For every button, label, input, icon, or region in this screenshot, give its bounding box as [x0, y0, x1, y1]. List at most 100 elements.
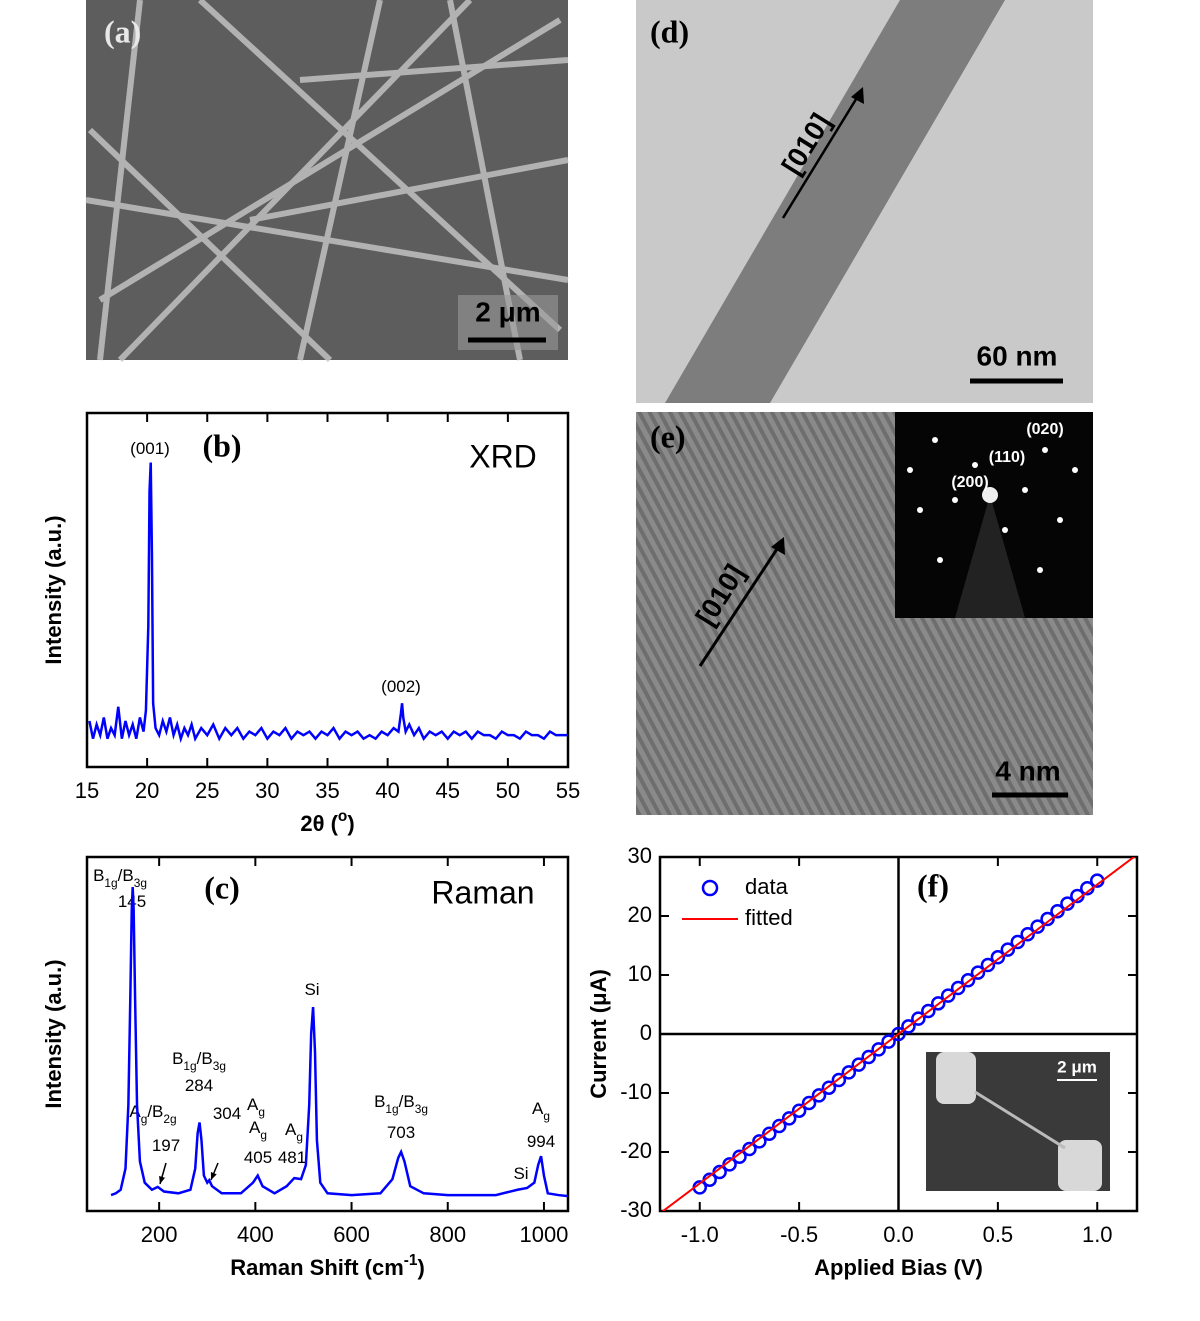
annotation-part: A	[129, 1102, 141, 1121]
data-point	[931, 996, 946, 1011]
annotation: Ag	[532, 1099, 550, 1123]
data-point	[940, 988, 956, 1003]
data-point	[781, 1111, 797, 1126]
annotation: Si	[513, 1164, 528, 1183]
annotation-part: /B	[147, 1102, 163, 1121]
data-point	[732, 1149, 747, 1164]
annotation: B1g/B3g	[374, 1092, 428, 1116]
data-line	[661, 857, 1136, 1211]
data-point	[1050, 904, 1065, 919]
annotation-part: 284	[185, 1076, 213, 1095]
x-tick-label: 35	[315, 778, 339, 803]
x-tick-label: -0.5	[780, 1222, 818, 1247]
annotation-part: /B	[197, 1049, 213, 1068]
panel-label: (e)	[650, 418, 686, 454]
data-point	[891, 1026, 906, 1042]
data-point	[950, 980, 966, 996]
annotation-part: (001)	[130, 439, 170, 458]
annotation: 284	[185, 1076, 213, 1095]
annotation-part: (002)	[381, 677, 421, 696]
annotation: B1g/B3g	[172, 1049, 226, 1073]
panel-label: (f)	[917, 867, 949, 903]
tem-image	[636, 0, 1093, 403]
annotation-part: A	[247, 1095, 259, 1114]
iv-inset-image	[926, 1052, 1110, 1191]
data-point	[831, 1072, 847, 1088]
data-point	[1040, 911, 1055, 927]
x-tick-label: 25	[195, 778, 219, 803]
y-tick-label: 30	[628, 843, 652, 868]
annotation-part: 304	[213, 1104, 241, 1123]
data-point	[851, 1057, 866, 1072]
x-tick-label: 1.0	[1082, 1222, 1113, 1247]
data-point	[871, 1042, 886, 1057]
annotation: 994	[527, 1132, 555, 1151]
data-point	[861, 1049, 876, 1065]
annotation-part: B	[374, 1092, 385, 1111]
diffraction-label: (110)	[989, 449, 1025, 466]
y-tick-label: -30	[620, 1197, 652, 1222]
sem-image	[85, 0, 569, 363]
data-line	[88, 462, 568, 744]
annotation-part: 1g	[385, 1102, 398, 1116]
x-tick-label: 55	[556, 778, 580, 803]
data-point	[1000, 942, 1016, 957]
hrtem-image	[636, 412, 1093, 815]
data-point	[990, 950, 1006, 965]
x-tick-label: 20	[135, 778, 159, 803]
x-tick-label: 600	[333, 1222, 370, 1247]
annotation-part: /B	[118, 866, 134, 885]
annotation-part: 703	[387, 1123, 415, 1142]
x-axis-label-part: Raman Shift (cm	[230, 1255, 404, 1280]
x-axis-label-part: 2θ (	[300, 811, 338, 836]
chart-title: XRD	[469, 438, 537, 474]
annotation-part: A	[249, 1118, 261, 1137]
annotation-part: 994	[527, 1132, 555, 1151]
annotation: (001)	[130, 439, 170, 458]
data-point	[772, 1118, 787, 1134]
annotation: Ag	[249, 1118, 267, 1142]
y-tick-label: -10	[620, 1079, 652, 1104]
y-axis-label: Current (μA)	[586, 969, 611, 1099]
y-tick-label: 10	[628, 961, 652, 986]
y-axis-label: Intensity (a.u.)	[41, 515, 66, 664]
data-point	[980, 957, 996, 973]
scale-bar-label: 60 nm	[977, 340, 1058, 371]
annotation: 304	[213, 1104, 241, 1123]
x-axis-label-part: )	[347, 811, 354, 836]
annotation: Ag	[247, 1095, 265, 1119]
x-tick-label: 0.0	[883, 1222, 914, 1247]
annotation-part: 197	[152, 1136, 180, 1155]
panel-label: (d)	[650, 13, 689, 49]
data-point	[1010, 934, 1025, 950]
annotation-part: g	[543, 1109, 550, 1123]
annotation: 197	[152, 1136, 180, 1155]
data-point	[841, 1065, 857, 1080]
annotation-part: 1g	[104, 876, 117, 890]
annotation-part: g	[260, 1128, 267, 1142]
annotation-part: 481	[278, 1148, 306, 1167]
x-tick-label: 800	[429, 1222, 466, 1247]
panel-label: (a)	[104, 13, 141, 49]
data-point	[901, 1019, 916, 1034]
data-point	[811, 1088, 827, 1103]
x-axis-label: Applied Bias (V)	[814, 1255, 983, 1280]
x-tick-label: 40	[375, 778, 399, 803]
chart-title: Raman	[431, 874, 534, 910]
x-tick-label: 15	[75, 778, 99, 803]
x-axis-label: Raman Shift (cm-1)	[230, 1252, 425, 1280]
annotation-part: B	[93, 866, 104, 885]
annotation: B1g/B3g	[93, 866, 147, 890]
x-tick-label: 50	[496, 778, 520, 803]
x-tick-label: 0.5	[983, 1222, 1014, 1247]
scale-bar-label: 4 nm	[995, 755, 1060, 786]
legend-label: data	[745, 874, 789, 899]
annotation-part: g	[141, 1112, 148, 1126]
data-point	[821, 1080, 837, 1095]
legend-marker	[701, 879, 719, 897]
y-tick-label: 0	[640, 1020, 652, 1045]
data-point	[801, 1095, 817, 1111]
annotation-part: 2g	[163, 1112, 176, 1126]
x-tick-label: 30	[255, 778, 279, 803]
